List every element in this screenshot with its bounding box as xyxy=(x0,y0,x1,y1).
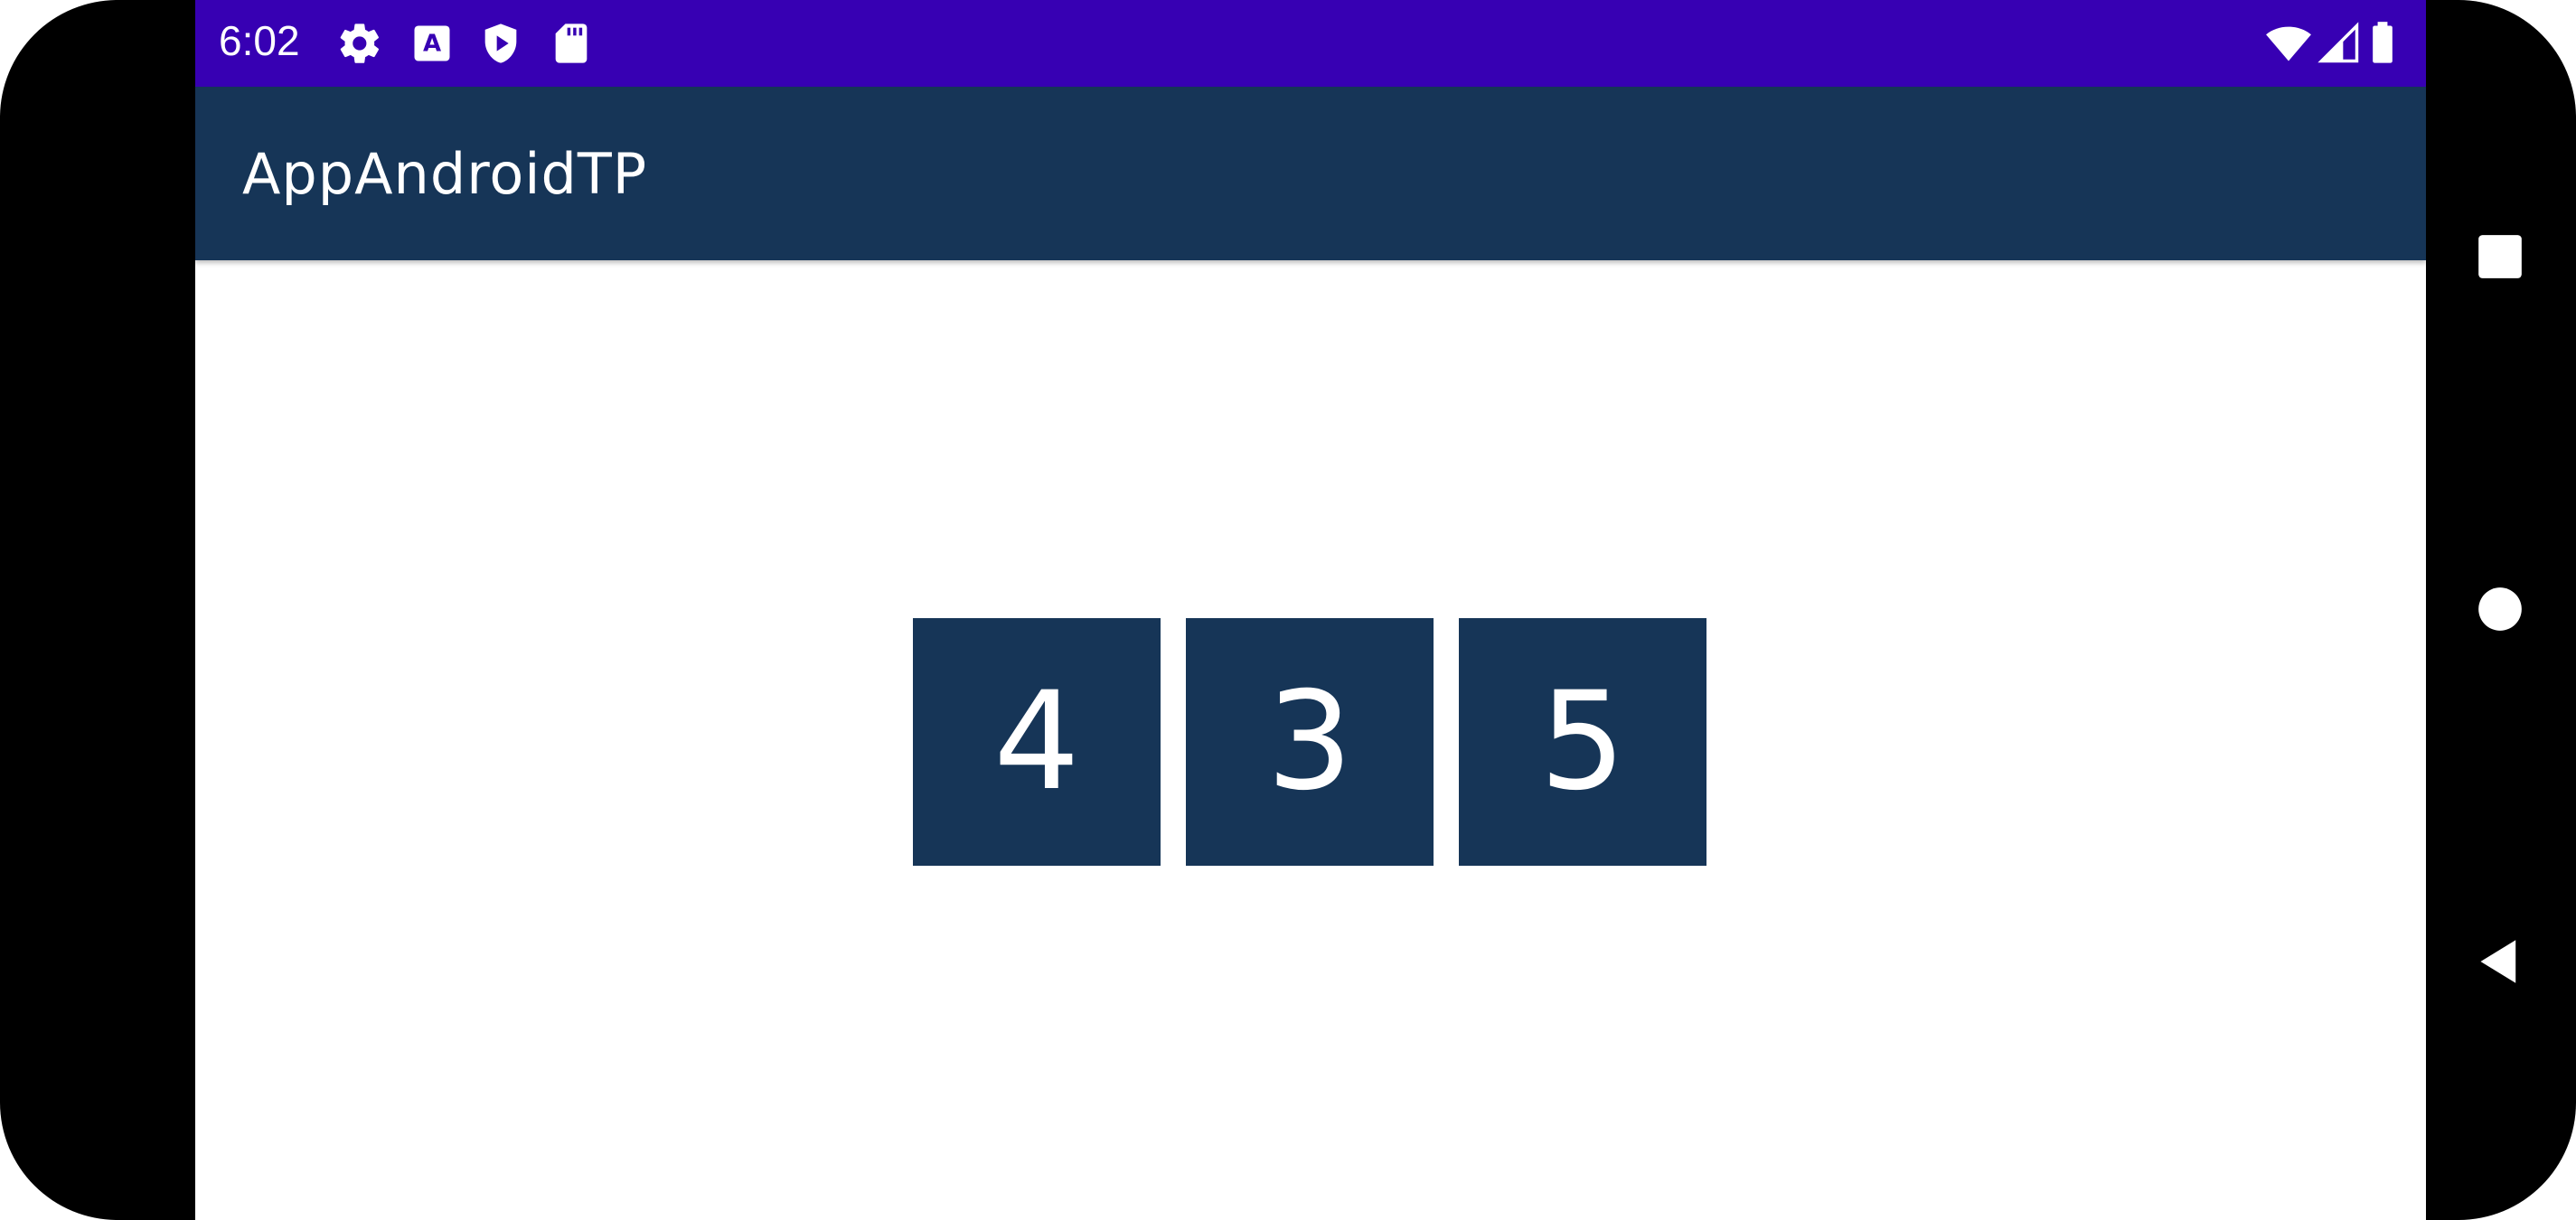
home-button[interactable] xyxy=(2477,586,2524,636)
status-time: 6:02 xyxy=(219,17,300,64)
back-triangle-icon xyxy=(2480,940,2516,983)
number-tile[interactable]: 3 xyxy=(1186,618,1434,866)
app-title: AppAndroidTP xyxy=(242,141,648,207)
wifi-icon xyxy=(2263,20,2311,67)
shield-play-icon xyxy=(477,20,524,67)
signal-icon xyxy=(2316,20,2363,67)
number-tile[interactable]: 4 xyxy=(913,618,1161,866)
number-tiles: 4 3 5 xyxy=(913,618,1710,866)
device-bezel-left xyxy=(0,0,195,1220)
svg-text:A: A xyxy=(423,31,441,58)
settings-icon xyxy=(336,20,383,67)
number-tile-label: 4 xyxy=(993,663,1080,821)
navigation-bar xyxy=(2426,0,2576,1220)
battery-icon xyxy=(2366,20,2399,67)
text-a-icon: A xyxy=(409,20,456,67)
status-bar: 6:02 A xyxy=(195,0,2426,87)
app-screen: 6:02 A AppA xyxy=(195,0,2426,1220)
circle-icon xyxy=(2478,587,2522,631)
number-tile-label: 3 xyxy=(1266,663,1353,821)
number-tile[interactable]: 5 xyxy=(1459,618,1706,866)
square-icon xyxy=(2478,235,2522,278)
sd-card-icon xyxy=(548,20,595,67)
app-bar: AppAndroidTP xyxy=(195,87,2426,260)
number-tile-label: 5 xyxy=(1539,663,1626,821)
recents-button[interactable] xyxy=(2477,233,2524,284)
back-button[interactable] xyxy=(2477,936,2524,990)
